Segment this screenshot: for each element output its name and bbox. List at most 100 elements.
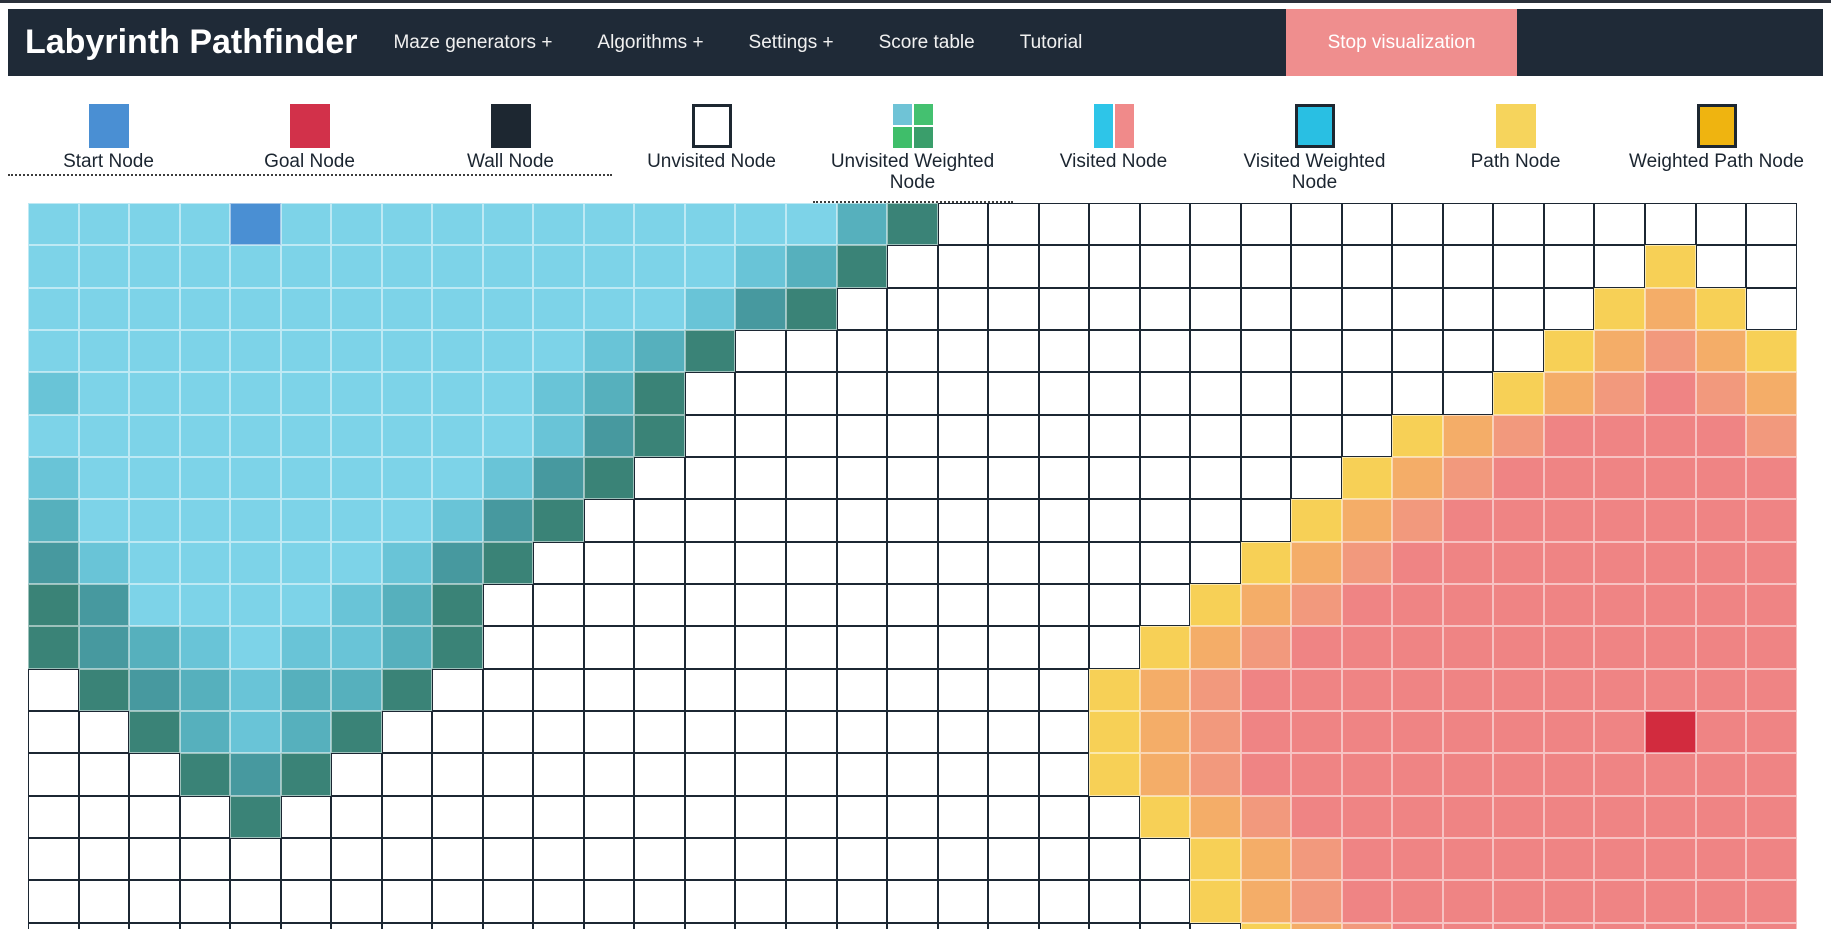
grid-cell[interactable] <box>179 795 231 838</box>
grid-cell[interactable] <box>583 626 635 669</box>
grid-cell[interactable] <box>1291 245 1342 288</box>
grid-cell[interactable] <box>1240 541 1292 584</box>
grid-cell[interactable] <box>179 583 231 627</box>
grid-cell[interactable] <box>1089 245 1140 288</box>
start-node-cell[interactable] <box>230 203 281 246</box>
grid-cell[interactable] <box>583 541 635 584</box>
grid-cell[interactable] <box>1240 795 1292 838</box>
grid-cell[interactable] <box>937 329 989 373</box>
grid-cell[interactable] <box>887 753 938 796</box>
grid-cell[interactable] <box>432 456 483 500</box>
grid-cell[interactable] <box>1442 880 1494 923</box>
grid-cell[interactable] <box>1291 456 1342 500</box>
grid-cell[interactable] <box>1089 372 1140 415</box>
grid-cell[interactable] <box>785 203 837 246</box>
grid-cell[interactable] <box>1695 753 1747 796</box>
grid-cell[interactable] <box>1594 287 1645 330</box>
grid-cell[interactable] <box>1645 456 1696 500</box>
grid-cell[interactable] <box>432 626 483 669</box>
grid-cell[interactable] <box>1392 583 1443 627</box>
grid-cell[interactable] <box>179 880 231 923</box>
grid-cell[interactable] <box>1240 922 1292 929</box>
grid-cell[interactable] <box>836 203 888 246</box>
grid-cell[interactable] <box>1341 541 1393 584</box>
grid-cell[interactable] <box>381 287 433 330</box>
grid-cell[interactable] <box>1442 245 1494 288</box>
grid-cell[interactable] <box>836 668 888 711</box>
grid-cell[interactable] <box>937 499 989 542</box>
grid-cell[interactable] <box>684 880 736 923</box>
grid-cell[interactable] <box>1543 668 1595 711</box>
grid-cell[interactable] <box>533 541 584 584</box>
grid-cell[interactable] <box>887 203 938 246</box>
grid-cell[interactable] <box>887 456 938 500</box>
grid-cell[interactable] <box>583 710 635 754</box>
grid-cell[interactable] <box>836 626 888 669</box>
grid-cell[interactable] <box>1645 203 1696 246</box>
grid-cell[interactable] <box>381 203 433 246</box>
grid-cell[interactable] <box>735 668 786 711</box>
grid-cell[interactable] <box>1038 456 1090 500</box>
grid-cell[interactable] <box>1038 753 1090 796</box>
grid-cell[interactable] <box>785 795 837 838</box>
grid-cell[interactable] <box>735 795 786 838</box>
grid-cell[interactable] <box>1543 287 1595 330</box>
grid-cell[interactable] <box>634 668 685 711</box>
grid-cell[interactable] <box>1240 245 1292 288</box>
grid-cell[interactable] <box>280 837 332 881</box>
grid-cell[interactable] <box>735 414 786 457</box>
grid-cell[interactable] <box>937 372 989 415</box>
grid-cell[interactable] <box>179 668 231 711</box>
grid-cell[interactable] <box>331 583 382 627</box>
grid-cell[interactable] <box>28 329 79 373</box>
grid-cell[interactable] <box>1543 245 1595 288</box>
grid-cell[interactable] <box>1190 753 1241 796</box>
grid-cell[interactable] <box>785 372 837 415</box>
grid-cell[interactable] <box>230 583 281 627</box>
grid-cell[interactable] <box>583 837 635 881</box>
grid-cell[interactable] <box>1240 287 1292 330</box>
grid-cell[interactable] <box>28 203 79 246</box>
grid-cell[interactable] <box>78 922 130 929</box>
grid-cell[interactable] <box>1594 372 1645 415</box>
grid-cell[interactable] <box>634 329 685 373</box>
grid-cell[interactable] <box>735 922 786 929</box>
grid-cell[interactable] <box>1038 837 1090 881</box>
grid-cell[interactable] <box>129 414 180 457</box>
grid-cell[interactable] <box>937 880 989 923</box>
grid-cell[interactable] <box>684 922 736 929</box>
grid-cell[interactable] <box>533 922 584 929</box>
grid-cell[interactable] <box>1341 880 1393 923</box>
grid-cell[interactable] <box>280 329 332 373</box>
grid-cell[interactable] <box>887 668 938 711</box>
grid-cell[interactable] <box>1089 668 1140 711</box>
grid-cell[interactable] <box>1746 880 1797 923</box>
grid-cell[interactable] <box>1695 456 1747 500</box>
grid-cell[interactable] <box>1392 456 1443 500</box>
grid-cell[interactable] <box>230 668 281 711</box>
grid-cell[interactable] <box>937 203 989 246</box>
grid-cell[interactable] <box>634 626 685 669</box>
grid-cell[interactable] <box>482 710 534 754</box>
grid-cell[interactable] <box>1139 626 1191 669</box>
grid-cell[interactable] <box>937 753 989 796</box>
grid-cell[interactable] <box>1695 795 1747 838</box>
grid-cell[interactable] <box>988 668 1039 711</box>
grid-cell[interactable] <box>1543 329 1595 373</box>
grid-cell[interactable] <box>988 541 1039 584</box>
grid-cell[interactable] <box>1645 329 1696 373</box>
grid-cell[interactable] <box>1089 287 1140 330</box>
grid-cell[interactable] <box>1139 880 1191 923</box>
grid-cell[interactable] <box>78 541 130 584</box>
grid-cell[interactable] <box>28 795 79 838</box>
grid-cell[interactable] <box>1493 795 1544 838</box>
grid-cell[interactable] <box>28 456 79 500</box>
grid-cell[interactable] <box>1746 583 1797 627</box>
grid-cell[interactable] <box>1442 753 1494 796</box>
grid-cell[interactable] <box>1341 795 1393 838</box>
grid-cell[interactable] <box>1240 668 1292 711</box>
grid-cell[interactable] <box>179 541 231 584</box>
grid-cell[interactable] <box>1392 372 1443 415</box>
grid-cell[interactable] <box>1695 287 1747 330</box>
grid-cell[interactable] <box>381 245 433 288</box>
